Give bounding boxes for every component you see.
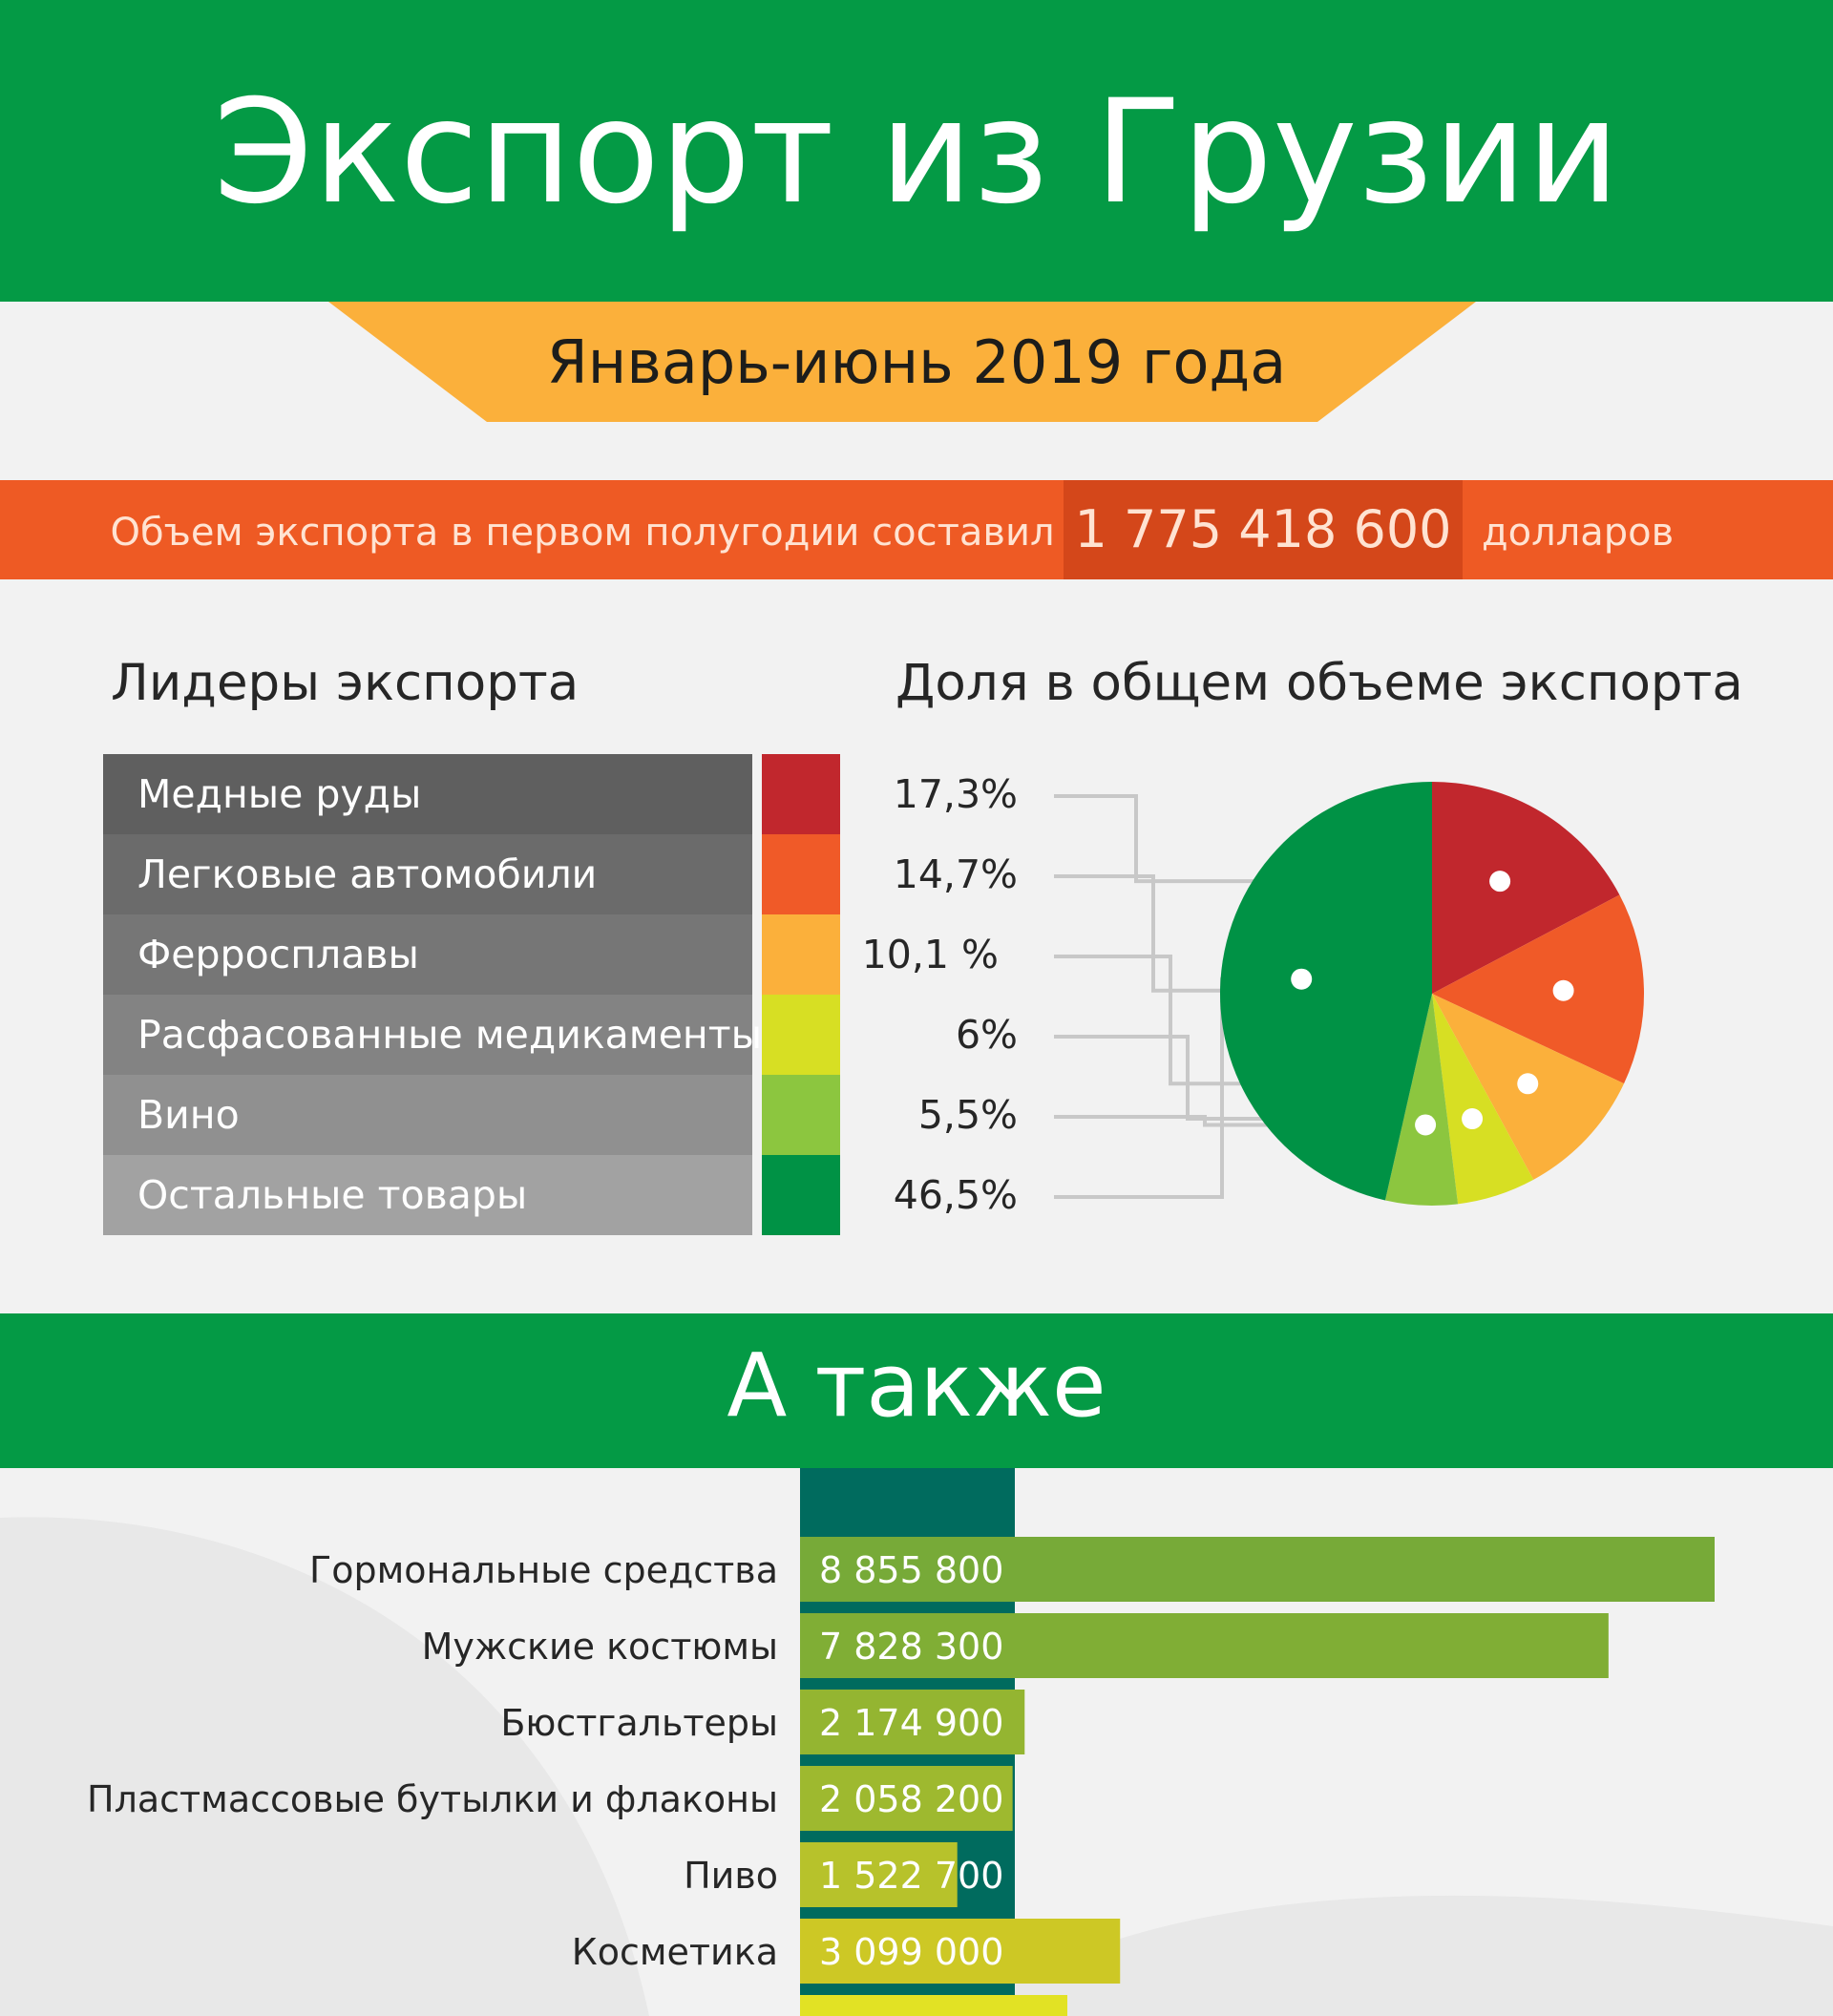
bar xyxy=(800,1842,958,1907)
share-heading: Доля в общем объеме экспорта xyxy=(895,654,1743,712)
bar-value-label: 8 855 800 xyxy=(819,1549,1003,1591)
bar xyxy=(800,1690,1025,1754)
also-heading: А также xyxy=(727,1334,1106,1437)
pie-marker xyxy=(1462,1108,1484,1130)
leader-label: Вино xyxy=(137,1092,240,1138)
leaders-heading: Лидеры экспорта xyxy=(111,654,579,712)
leader-label: Легковые автомобили xyxy=(137,851,598,897)
also-band xyxy=(0,1313,1833,1468)
period-text: Январь-июнь 2019 года xyxy=(546,327,1287,397)
leader-label: Расфасованные медикаменты xyxy=(137,1012,762,1058)
background-shape xyxy=(955,1895,1833,2016)
total-unit: долларов xyxy=(1482,511,1675,555)
bar-category-label: Бюстгальтеры xyxy=(500,1702,778,1744)
bar xyxy=(800,1919,1121,1984)
bar-value-label: 2 058 200 xyxy=(819,1778,1003,1820)
percent-label: 17,3% xyxy=(893,771,1018,817)
bar-category-label: Мужские костюмы xyxy=(422,1626,778,1668)
pie-marker xyxy=(1517,1073,1539,1095)
leader-row: Легковые автомобили xyxy=(103,834,752,914)
bar xyxy=(800,1537,1715,1602)
legend-swatch xyxy=(762,1155,840,1235)
total-value: 1 775 418 600 xyxy=(1074,499,1452,559)
percent-label: 6% xyxy=(955,1012,1018,1058)
leader-label: Ферросплавы xyxy=(137,932,419,977)
leader-label: Остальные товары xyxy=(137,1172,528,1218)
legend-swatch xyxy=(762,754,840,834)
total-label: Объем экспорта в первом полугодии состав… xyxy=(110,511,1055,555)
legend-swatch xyxy=(762,995,840,1075)
period-banner-shape xyxy=(328,302,1476,422)
bar-category-label: Пластмассовые бутылки и флаконы xyxy=(87,1778,778,1820)
pie-marker xyxy=(1552,979,1574,1001)
bar-chart: Гормональные средства 8 855 800 Мужские ко… xyxy=(0,1468,1833,2016)
pie-slice xyxy=(1384,994,1459,1206)
legend-swatch xyxy=(762,1075,840,1155)
percent-label: 10,1 % xyxy=(861,932,999,977)
bar-category-label: Гормональные средства xyxy=(309,1549,778,1591)
percent-label: 46,5% xyxy=(893,1172,1018,1218)
legend-swatch xyxy=(762,834,840,914)
percent-label: 5,5% xyxy=(917,1092,1018,1138)
bar-value-label: 1 522 700 xyxy=(819,1855,1003,1897)
leader-row: Вино xyxy=(103,1075,752,1155)
bar-value-label: 7 828 300 xyxy=(819,1626,1003,1668)
leader-row: Ферросплавы xyxy=(103,914,752,995)
pie-marker xyxy=(1415,1114,1437,1136)
bar xyxy=(800,1995,1067,2016)
total-value-box xyxy=(1064,480,1463,579)
legend-swatch xyxy=(762,914,840,995)
pie-marker xyxy=(1489,871,1511,892)
total-strip xyxy=(0,480,1833,579)
leader-row: Медные руды xyxy=(103,754,752,834)
title-band xyxy=(0,0,1833,302)
bar xyxy=(800,1613,1609,1678)
background-shape xyxy=(0,1517,649,2016)
pie-slice xyxy=(1220,782,1432,1201)
pie-slice xyxy=(1432,894,1644,1084)
period-banner xyxy=(328,302,1476,422)
bar-category-label: Косметика xyxy=(572,1931,778,1973)
page-title: Экспорт из Грузии xyxy=(213,70,1620,236)
leader-row: Расфасованные медикаменты xyxy=(103,995,762,1075)
bar-value-label: 2 174 900 xyxy=(819,1702,1003,1744)
pie-chart xyxy=(1054,782,1644,1206)
bar-category-label: Пиво xyxy=(684,1855,778,1897)
leader-row: Остальные товары xyxy=(103,1155,752,1235)
leader-label: Медные руды xyxy=(137,771,422,817)
pie-slice xyxy=(1432,994,1534,1205)
pie-marker xyxy=(1291,968,1313,990)
bar-value-label: 3 099 000 xyxy=(819,1931,1003,1973)
pie-slice xyxy=(1432,782,1620,994)
percent-label: 14,7% xyxy=(893,851,1018,897)
bar xyxy=(800,1766,1013,1831)
